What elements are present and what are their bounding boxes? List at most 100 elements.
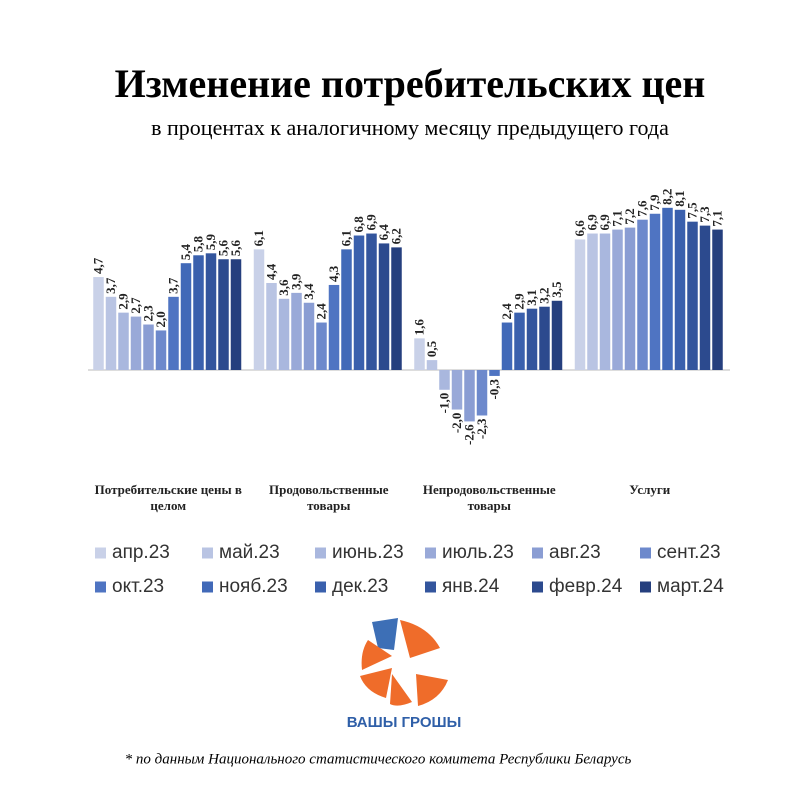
data-label: 2,9 — [116, 293, 131, 310]
bar — [391, 247, 402, 370]
data-label: 3,6 — [276, 279, 291, 296]
bar — [574, 239, 586, 370]
bar — [451, 370, 463, 410]
legend-label: февр.24 — [549, 576, 623, 597]
data-label: 6,9 — [597, 214, 612, 231]
logo-shape — [360, 668, 392, 698]
chart-subtitle: в процентах к аналогичному месяцу предыд… — [151, 115, 669, 140]
legend-item: окт.23 — [95, 576, 164, 597]
legend-item: апр.23 — [95, 542, 170, 563]
bar — [218, 259, 229, 370]
data-label: 6,1 — [251, 230, 266, 246]
data-label: 7,1 — [610, 210, 625, 226]
chart-title: Изменение потребительских цен — [115, 61, 706, 106]
bar — [230, 259, 242, 370]
bar — [426, 360, 438, 370]
bar — [612, 229, 623, 370]
legend-item: февр.24 — [532, 576, 623, 597]
data-label: 2,0 — [153, 311, 168, 327]
category-label: Непродовольственные товары — [422, 482, 556, 513]
bar — [378, 243, 390, 370]
data-label: 7,6 — [635, 200, 650, 217]
bar — [341, 249, 352, 370]
data-label: 3,1 — [524, 289, 539, 305]
legend-item: май.23 — [202, 542, 280, 563]
bar — [366, 233, 377, 370]
logo-text: ВАШЫ ГРОШЫ — [347, 714, 462, 731]
legend-label: апр.23 — [112, 542, 170, 563]
data-label: 2,9 — [512, 293, 527, 310]
legend-label: май.23 — [219, 542, 280, 563]
bar — [93, 277, 104, 370]
legend-swatch — [640, 581, 651, 593]
legend-swatch — [425, 547, 436, 559]
bar — [587, 233, 598, 370]
legend-swatch — [202, 581, 213, 593]
bar — [489, 370, 500, 376]
legend-item: нояб.23 — [202, 576, 288, 597]
bar — [699, 225, 711, 370]
data-label: -2,3 — [474, 418, 489, 439]
data-label: 5,8 — [191, 236, 206, 253]
logo-shape — [400, 620, 440, 658]
data-label: 4,3 — [326, 265, 341, 282]
data-label: 7,9 — [647, 194, 662, 211]
bar — [514, 312, 525, 370]
data-label: -0,3 — [487, 378, 502, 399]
data-label: 4,7 — [91, 257, 106, 274]
data-label: 7,3 — [697, 206, 712, 223]
data-label: 3,7 — [103, 277, 118, 294]
bar — [637, 219, 648, 370]
legend-swatch — [95, 581, 106, 593]
legend-item: дек.23 — [315, 576, 388, 597]
logo-shape — [416, 674, 448, 706]
bar — [353, 235, 365, 370]
data-label: 6,8 — [351, 216, 366, 233]
bar — [501, 322, 513, 370]
data-label: 3,2 — [537, 287, 552, 303]
bar — [662, 207, 673, 370]
legend-item: янв.24 — [425, 576, 500, 597]
data-label: -1,0 — [437, 393, 452, 414]
legend-item: март.24 — [640, 576, 724, 597]
bar — [130, 316, 142, 370]
data-label: 5,4 — [178, 243, 193, 260]
logo-shape — [390, 674, 412, 706]
bar — [712, 229, 723, 370]
legend-label: окт.23 — [112, 576, 164, 597]
bar — [539, 306, 550, 370]
bar — [193, 255, 204, 370]
legend-label: авг.23 — [549, 542, 601, 563]
data-label: 4,4 — [264, 263, 279, 280]
data-label: 6,6 — [572, 220, 587, 237]
legend-swatch — [532, 581, 543, 593]
logo: ВАШЫ ГРОШЫ — [347, 618, 462, 731]
data-label: 6,2 — [389, 228, 404, 244]
bar — [414, 338, 425, 370]
legend-swatch — [640, 547, 651, 559]
data-label: 7,1 — [710, 210, 725, 226]
data-label: 2,7 — [128, 297, 143, 314]
bar — [205, 253, 217, 370]
bar — [291, 292, 302, 370]
data-label: 3,9 — [289, 273, 304, 290]
legend-swatch — [315, 547, 326, 559]
bar — [266, 282, 277, 370]
data-label: 3,4 — [301, 283, 316, 300]
data-label: 7,2 — [622, 208, 637, 224]
legend-label: июль.23 — [442, 542, 514, 563]
legend-swatch — [532, 547, 543, 559]
bar — [118, 312, 129, 370]
bar — [316, 322, 327, 370]
bar — [253, 249, 265, 370]
bar — [674, 209, 686, 370]
data-label: 8,2 — [660, 189, 675, 205]
data-label: 6,4 — [376, 224, 391, 241]
data-label: 3,7 — [166, 277, 181, 294]
bar — [649, 213, 661, 370]
legend-swatch — [95, 547, 106, 559]
legend-label: сент.23 — [657, 542, 721, 563]
bar — [551, 300, 563, 370]
